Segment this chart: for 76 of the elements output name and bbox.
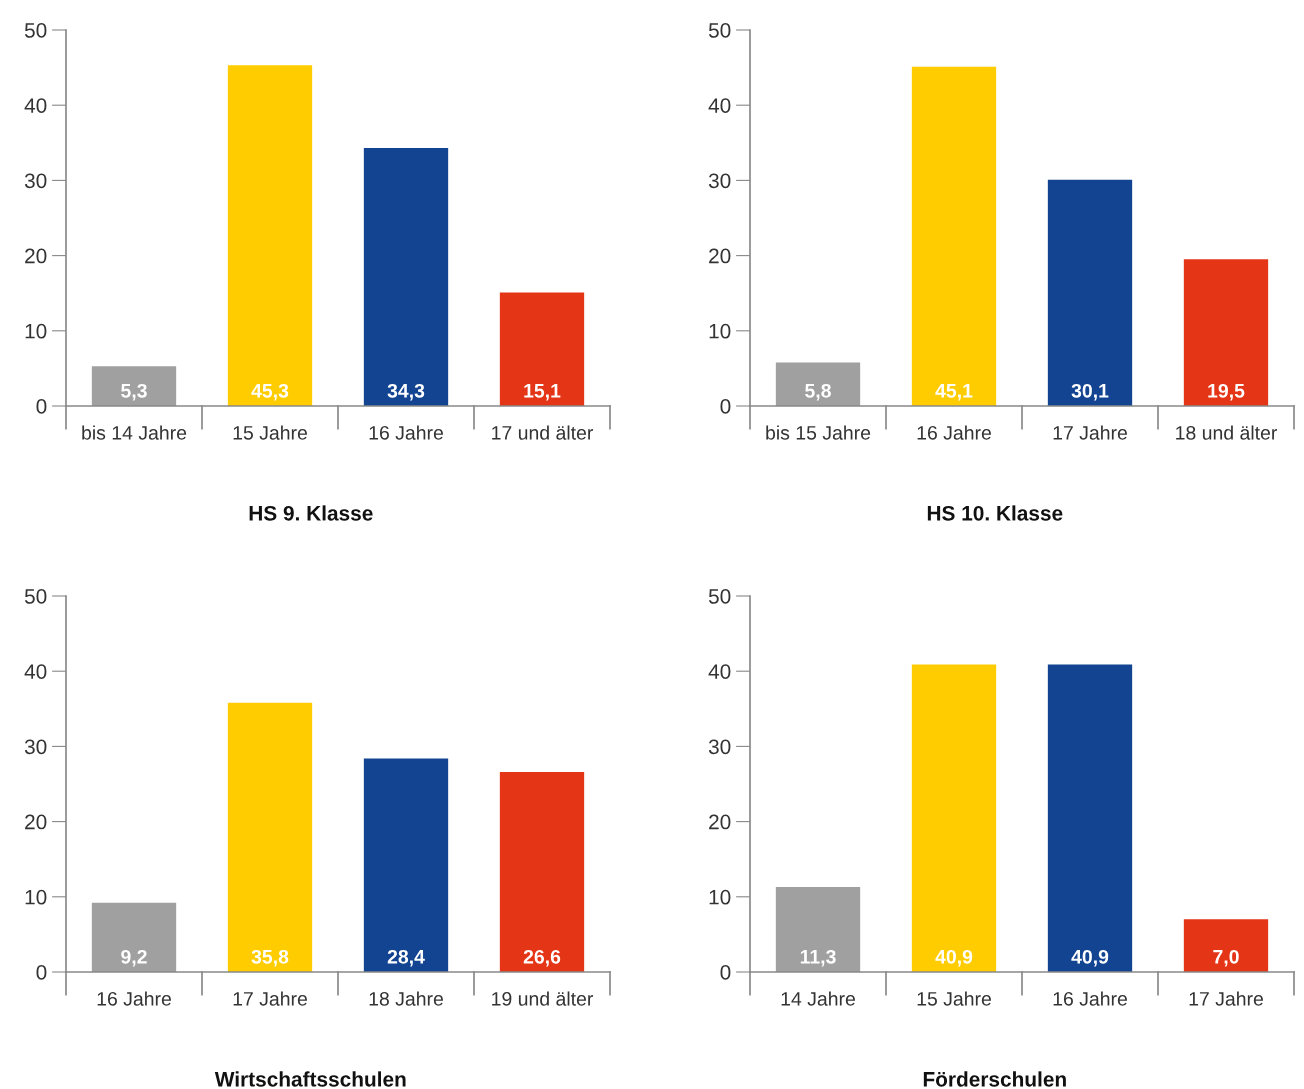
bar xyxy=(911,664,997,972)
bar xyxy=(499,771,585,972)
y-tick-label: 20 xyxy=(709,814,731,830)
bar xyxy=(1047,664,1133,972)
bar xyxy=(91,366,177,406)
data-label: 34,3 xyxy=(387,383,425,401)
y-tick-label: 40 xyxy=(708,98,731,113)
data-label: 11,3 xyxy=(800,949,836,967)
y-tick-label: 30 xyxy=(24,173,47,189)
x-tick-label: 16 Jahre xyxy=(1053,991,1127,1006)
bar xyxy=(775,362,861,406)
x-tick-label: 17 Jahre xyxy=(233,991,307,1006)
data-label: 26,6 xyxy=(523,949,561,967)
x-tick-label: 14 Jahre xyxy=(781,991,855,1006)
y-tick-label: 40 xyxy=(24,664,47,679)
data-label: 35,8 xyxy=(251,949,289,967)
data-label: 40,9 xyxy=(935,949,973,967)
x-tick-label: bis 15 Jahre xyxy=(766,425,871,440)
data-label: 40,9 xyxy=(1071,949,1109,967)
y-tick-label: 0 xyxy=(36,399,47,414)
data-label: 5,3 xyxy=(121,383,147,401)
text: Wirtschaftsschulen xyxy=(214,1071,406,1087)
bar xyxy=(1183,919,1269,972)
x-tick-label: 19 und älter xyxy=(492,991,594,1006)
x-tick-label: 15 Jahre xyxy=(917,991,991,1006)
bar xyxy=(363,758,449,972)
x-tick-label: 18 Jahre xyxy=(369,991,443,1006)
y-tick-label: 0 xyxy=(720,965,731,980)
data-label: 30,1 xyxy=(1071,383,1109,401)
y-tick-label: 10 xyxy=(25,889,47,905)
data-label: 9,2 xyxy=(121,949,147,967)
x-tick-label: 17 Jahre xyxy=(1053,425,1127,440)
y-tick-label: 20 xyxy=(25,814,47,830)
bar xyxy=(91,902,177,972)
data-label: 28,4 xyxy=(387,949,425,967)
x-tick-label: 16 Jahre xyxy=(917,425,991,440)
y-tick-label: 0 xyxy=(720,399,731,414)
data-label: 45,3 xyxy=(251,383,289,401)
y-tick-label: 50 xyxy=(24,23,47,38)
x-tick-label: 17 Jahre xyxy=(1189,991,1263,1006)
x-tick-label: bis 14 Jahre xyxy=(82,425,187,440)
x-tick-label: 17 und älter xyxy=(492,425,594,440)
x-tick-label: 16 Jahre xyxy=(97,991,171,1006)
y-tick-label: 30 xyxy=(708,739,731,755)
y-tick-label: 50 xyxy=(708,589,731,604)
y-tick-label: 50 xyxy=(708,23,731,38)
data-label: 15,1 xyxy=(524,384,561,401)
y-tick-label: 40 xyxy=(24,98,47,113)
bar xyxy=(911,66,997,406)
x-tick-label: 18 und älter xyxy=(1176,425,1278,440)
bar xyxy=(499,292,585,406)
bar xyxy=(1183,259,1269,406)
y-tick-label: 10 xyxy=(709,889,731,905)
bar xyxy=(363,148,449,406)
bar xyxy=(1047,179,1133,406)
bar xyxy=(227,702,313,972)
y-tick-label: 10 xyxy=(709,323,731,339)
y-tick-label: 0 xyxy=(36,965,47,980)
y-tick-label: 50 xyxy=(24,589,47,604)
y-tick-label: 20 xyxy=(709,248,731,264)
y-tick-label: 40 xyxy=(708,664,731,679)
data-label: 5,8 xyxy=(805,383,831,401)
text: HS 10. Klasse xyxy=(927,505,1063,521)
text: HS 9. Klasse xyxy=(249,505,373,521)
text: Förderschulen xyxy=(923,1071,1066,1087)
data-label: 19,5 xyxy=(1208,383,1245,401)
bar xyxy=(227,65,313,406)
data-label: 45,1 xyxy=(935,384,973,401)
x-tick-label: 15 Jahre xyxy=(233,425,307,440)
x-tick-label: 16 Jahre xyxy=(369,425,443,440)
y-tick-label: 30 xyxy=(24,739,47,755)
y-tick-label: 30 xyxy=(708,173,731,189)
bar xyxy=(775,887,861,972)
data-label: 7,0 xyxy=(1213,949,1239,967)
y-tick-label: 10 xyxy=(25,323,47,339)
y-tick-label: 20 xyxy=(25,248,47,264)
